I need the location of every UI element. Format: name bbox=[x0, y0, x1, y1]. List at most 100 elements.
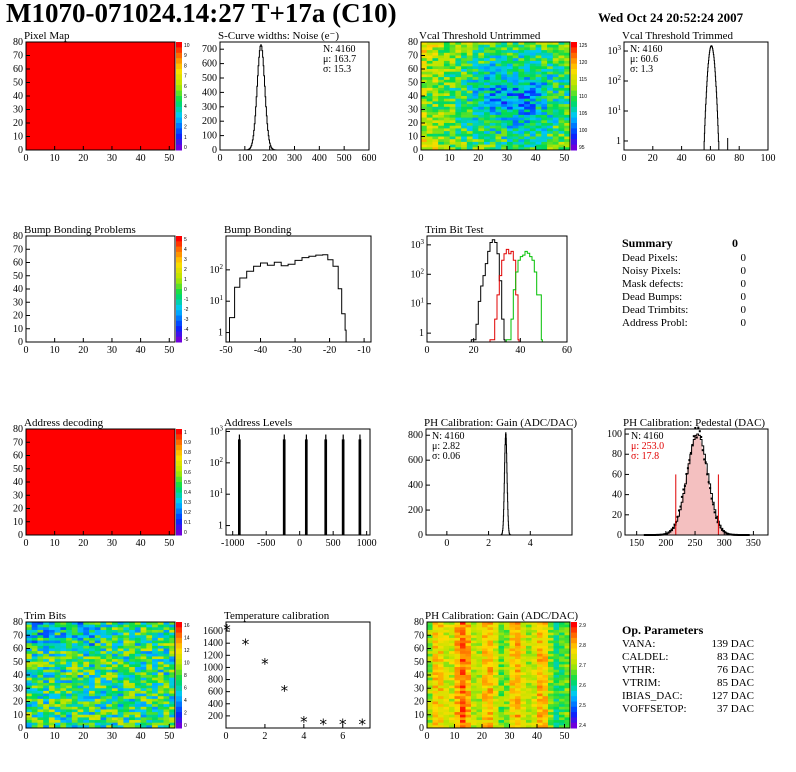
heatmap-cell bbox=[487, 667, 494, 671]
heatmap-cell bbox=[542, 701, 549, 705]
heatmap-cell bbox=[438, 79, 445, 83]
heatmap-cell bbox=[542, 624, 549, 628]
heatmap-cell bbox=[461, 133, 468, 137]
heatmap-cell bbox=[443, 706, 450, 710]
heatmap-cell bbox=[432, 133, 439, 137]
heatmap-cell bbox=[37, 659, 44, 663]
heatmap-cell bbox=[152, 725, 159, 729]
heatmap-cell bbox=[163, 653, 170, 657]
heatmap-cell bbox=[438, 117, 445, 121]
heatmap-cell bbox=[478, 109, 485, 113]
heatmap-cell bbox=[476, 709, 483, 713]
heatmap-cell bbox=[71, 624, 78, 628]
heatmap-cell bbox=[48, 722, 56, 726]
heatmap-cell bbox=[454, 627, 461, 631]
heatmap-cell bbox=[106, 696, 113, 700]
heatmap-cell bbox=[123, 722, 130, 726]
heatmap-cell bbox=[438, 101, 445, 105]
colorbar-label: 2 bbox=[184, 711, 187, 717]
heatmap-cell bbox=[26, 722, 33, 726]
heatmap-cell bbox=[460, 682, 466, 686]
heatmap-cell bbox=[426, 66, 433, 70]
heatmap-cell bbox=[449, 664, 455, 668]
heatmap-cell bbox=[71, 667, 78, 671]
x-tick-label: 200 bbox=[658, 538, 673, 549]
heatmap-cell bbox=[524, 52, 531, 56]
heatmap-cell bbox=[512, 104, 519, 108]
heatmap-cell bbox=[541, 55, 548, 59]
heatmap-cell bbox=[471, 696, 477, 700]
heatmap-cell bbox=[129, 643, 136, 647]
y-tick-label: 0 bbox=[212, 145, 217, 156]
op-param-row: CALDEL: 83 DAC bbox=[622, 651, 754, 664]
heatmap-cell bbox=[43, 720, 50, 724]
heatmap-cell bbox=[94, 698, 101, 702]
heatmap-cell bbox=[472, 71, 479, 75]
heatmap-cell bbox=[518, 58, 525, 62]
heatmap-cell bbox=[471, 629, 477, 633]
heatmap-cell bbox=[564, 675, 571, 679]
heatmap-cell bbox=[512, 125, 519, 129]
heatmap-cell bbox=[89, 709, 96, 713]
heatmap-cell bbox=[454, 688, 461, 692]
heatmap-cell bbox=[443, 701, 450, 705]
heatmap-cell bbox=[449, 71, 456, 75]
heatmap-cell bbox=[552, 87, 559, 91]
heatmap-cell bbox=[498, 659, 505, 663]
heatmap-cell bbox=[77, 712, 84, 716]
stat-label: σ: 17.8 bbox=[631, 451, 659, 462]
heatmap-cell bbox=[77, 672, 84, 676]
y-tick-exponent: 1 bbox=[220, 487, 224, 495]
heatmap-cell bbox=[432, 147, 439, 151]
heatmap-cell bbox=[489, 131, 496, 135]
heatmap-cell bbox=[547, 66, 554, 70]
heatmap-cell bbox=[111, 712, 119, 716]
heatmap-cell bbox=[432, 680, 439, 684]
heatmap-cell bbox=[449, 693, 455, 697]
heatmap-cell bbox=[531, 664, 538, 668]
heatmap-cell bbox=[512, 44, 519, 48]
heatmap-cell bbox=[515, 701, 521, 705]
heatmap-cell bbox=[100, 637, 107, 641]
heatmap-cell bbox=[466, 141, 473, 145]
heatmap-cell bbox=[506, 139, 514, 143]
heatmap-cell bbox=[472, 128, 479, 132]
heatmap-cell bbox=[498, 690, 505, 694]
heatmap-cell bbox=[476, 645, 483, 649]
heatmap-cell bbox=[123, 632, 130, 636]
colorbar-segment bbox=[176, 717, 182, 724]
heatmap-cell bbox=[111, 624, 119, 628]
heatmap-cell bbox=[146, 640, 153, 644]
colorbar-label: 10 bbox=[184, 43, 190, 49]
heatmap-cell bbox=[31, 709, 38, 713]
heatmap-cell bbox=[432, 704, 439, 708]
heatmap-cell bbox=[559, 659, 565, 663]
heatmap-cell bbox=[123, 685, 130, 689]
heatmap-cell bbox=[449, 85, 456, 89]
heatmap-cell bbox=[484, 106, 491, 110]
colorbar-segment bbox=[571, 79, 577, 86]
heatmap-cell bbox=[460, 675, 466, 679]
heatmap-cell bbox=[169, 704, 176, 708]
y-tick-label: 60 bbox=[414, 644, 424, 655]
heatmap-cell bbox=[163, 648, 170, 652]
heatmap-cell bbox=[146, 661, 153, 665]
heatmap-cell bbox=[466, 82, 473, 86]
heatmap-cell bbox=[501, 47, 508, 51]
heatmap-cell bbox=[476, 696, 483, 700]
heatmap-cell bbox=[31, 651, 38, 655]
heatmap-cell bbox=[531, 712, 538, 716]
heatmap-cell bbox=[455, 106, 462, 110]
heatmap-cell bbox=[83, 637, 90, 641]
heatmap-cell bbox=[31, 672, 38, 676]
heatmap-cell bbox=[466, 106, 473, 110]
heatmap-cell bbox=[461, 139, 468, 143]
heatmap-cell bbox=[83, 648, 90, 652]
x-tick-label: 50 bbox=[164, 731, 174, 742]
heatmap-cell bbox=[531, 717, 538, 721]
heatmap-cell bbox=[512, 58, 519, 62]
y-tick-label: 800 bbox=[208, 675, 223, 686]
y-tick-label: 40 bbox=[612, 490, 622, 501]
heatmap-cell bbox=[37, 640, 44, 644]
